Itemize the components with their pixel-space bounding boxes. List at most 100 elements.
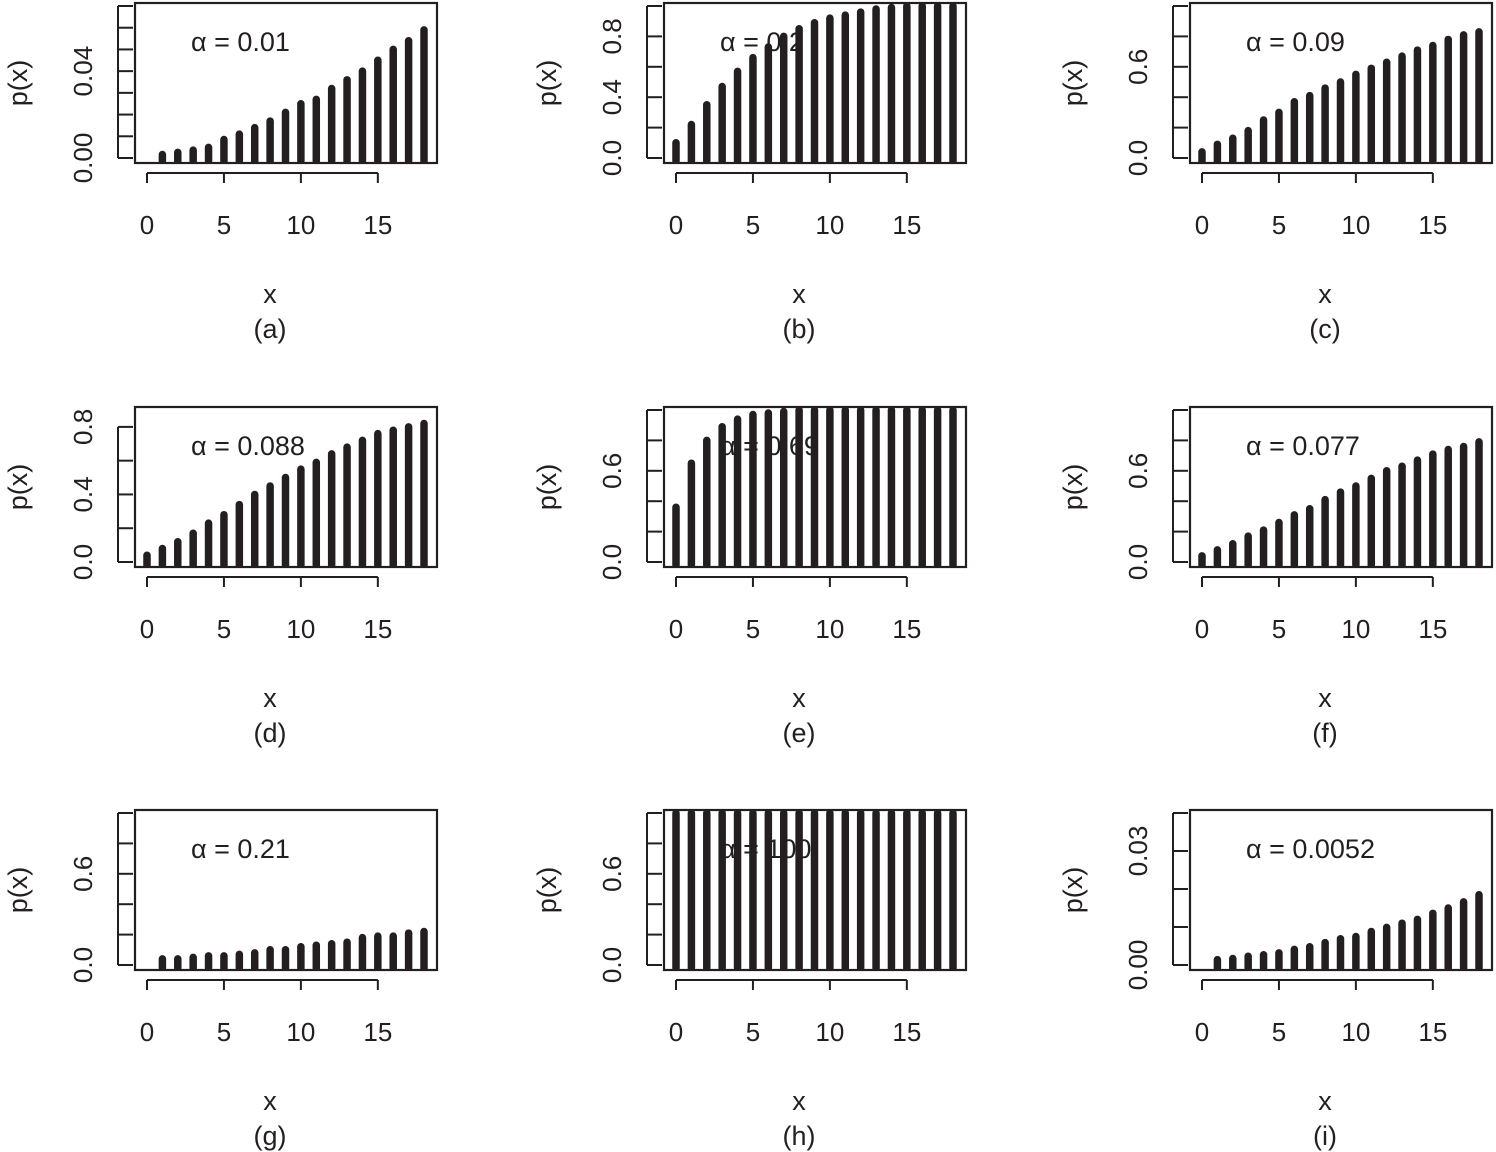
y-tick-label: 0.6 [1123, 49, 1153, 85]
x-axis-label: x [263, 279, 277, 309]
x-axis-label: x [792, 279, 806, 309]
x-tick-label: 15 [892, 1017, 921, 1047]
panel-caption: (i) [1313, 1121, 1337, 1151]
x-tick-label: 15 [892, 614, 921, 644]
y-tick-label: 0.03 [1123, 826, 1153, 877]
bar-series [158, 927, 428, 970]
x-axis-label: x [792, 683, 806, 713]
x-tick-label: 10 [1341, 614, 1370, 644]
plot-frame [1188, 808, 1494, 972]
alpha-annotation: α = 0.09 [1246, 27, 1345, 57]
panel-caption: (g) [254, 1121, 287, 1151]
x-tick-label: 15 [1418, 614, 1447, 644]
y-axis-label: p(x) [532, 867, 562, 914]
panel-caption: (f) [1312, 718, 1337, 748]
x-tick-label: 5 [217, 1017, 231, 1047]
x-tick-label: 10 [286, 210, 315, 240]
x-tick-label: 15 [363, 614, 392, 644]
x-tick-label: 0 [669, 614, 683, 644]
panel-caption: (c) [1309, 314, 1340, 344]
plot-frame [662, 808, 968, 972]
x-axis-label: x [1318, 279, 1332, 309]
plot-frame [1188, 405, 1494, 569]
plot-frame [133, 405, 439, 569]
bar-series [158, 26, 428, 163]
y-axis-label: p(x) [3, 60, 33, 107]
panel-c: 0 5 10 15 0.0 0.6 p(x) x α = 0.09 (c) [1058, 1, 1494, 344]
x-tick-label: 10 [286, 1017, 315, 1047]
y-axis-label: p(x) [532, 60, 562, 107]
y-axis-label: p(x) [1058, 60, 1088, 107]
x-tick-label: 5 [217, 210, 231, 240]
y-axis-label: p(x) [1058, 867, 1088, 914]
alpha-annotation: α = 0.2 [720, 27, 804, 57]
alpha-annotation: α = 100 [720, 834, 811, 864]
x-tick-label: 0 [140, 210, 154, 240]
x-tick-label: 0 [140, 614, 154, 644]
y-axis-label: p(x) [1058, 464, 1088, 511]
x-tick-label: 5 [1272, 614, 1286, 644]
y-tick-label: 0.00 [68, 133, 98, 184]
y-tick-label: 0.4 [597, 79, 627, 115]
x-tick-label: 15 [1418, 1017, 1447, 1047]
y-tick-label: 0.4 [68, 476, 98, 512]
panel-caption: (b) [783, 314, 816, 344]
panel-g: 0 5 10 15 0.0 0.6 p(x) x α = 0.21 (g) [3, 808, 439, 1151]
x-tick-label: 10 [815, 210, 844, 240]
y-tick-label: 0.00 [1123, 940, 1153, 991]
x-tick-label: 5 [217, 614, 231, 644]
panel-i: 0 5 10 15 0.00 0.03 p(x) x α = 0.0052 (i) [1058, 808, 1494, 1151]
x-tick-label: 10 [1341, 210, 1370, 240]
y-tick-label: 0.6 [597, 453, 627, 489]
x-axis-label: x [792, 1086, 806, 1116]
y-tick-label: 0.0 [1123, 544, 1153, 580]
bar-series [672, 407, 957, 567]
plot-frame [133, 808, 439, 972]
y-tick-label: 0.6 [597, 856, 627, 892]
x-tick-label: 15 [363, 1017, 392, 1047]
y-tick-label: 0.8 [597, 18, 627, 54]
x-tick-label: 5 [746, 614, 760, 644]
x-tick-label: 0 [1195, 210, 1209, 240]
panel-f: 0 5 10 15 0.0 0.6 p(x) x α = 0.077 (f) [1058, 405, 1494, 748]
alpha-annotation: α = 0.0052 [1246, 834, 1375, 864]
y-axis-label: p(x) [532, 464, 562, 511]
y-tick-label: 0.04 [68, 46, 98, 97]
plot-frame [662, 405, 968, 569]
panel-d: 0 5 10 15 0.0 0.4 0.8 p(x) x α = 0.088 (d) [3, 405, 439, 748]
x-tick-label: 10 [286, 614, 315, 644]
alpha-annotation: α = 0.69 [720, 431, 819, 461]
y-tick-label: 0.0 [68, 544, 98, 580]
x-tick-label: 5 [746, 1017, 760, 1047]
y-axis-label: p(x) [3, 867, 33, 914]
y-tick-label: 0.0 [597, 544, 627, 580]
x-tick-label: 0 [669, 210, 683, 240]
bar-series [1213, 890, 1483, 970]
bar-series [672, 3, 957, 163]
y-axis-label: p(x) [3, 464, 33, 511]
x-tick-label: 15 [892, 210, 921, 240]
y-tick-label: 0.0 [68, 947, 98, 983]
y-tick-label: 0.0 [597, 140, 627, 176]
x-tick-label: 15 [1418, 210, 1447, 240]
panel-h: 0 5 10 15 0.0 0.6 p(x) x α = 100 (h) [532, 808, 968, 1151]
x-axis-label: x [1318, 683, 1332, 713]
panel-caption: (h) [783, 1121, 816, 1151]
x-tick-label: 5 [746, 210, 760, 240]
bar-series [143, 419, 428, 567]
alpha-annotation: α = 0.077 [1246, 431, 1360, 461]
y-tick-label: 0.0 [1123, 140, 1153, 176]
x-tick-label: 0 [1195, 614, 1209, 644]
plot-frame [662, 1, 968, 165]
bar-series [1198, 438, 1483, 567]
x-tick-label: 15 [363, 210, 392, 240]
panel-caption: (a) [254, 314, 287, 344]
panel-b: 0 5 10 15 0.0 0.4 0.8 p(x) x α = 0.2 (b) [532, 1, 968, 344]
x-tick-label: 5 [1272, 210, 1286, 240]
bar-series [1198, 28, 1483, 163]
x-axis-label: x [263, 1086, 277, 1116]
plot-frame [133, 1, 439, 165]
y-tick-label: 0.8 [68, 409, 98, 445]
bar-series [672, 810, 957, 970]
